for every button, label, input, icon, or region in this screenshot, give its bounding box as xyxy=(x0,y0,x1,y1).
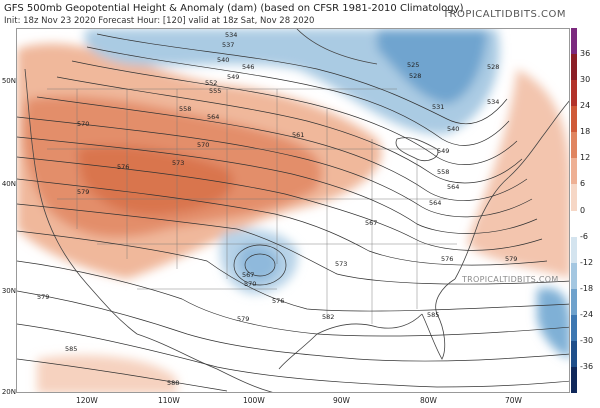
colorbar-tick-label: -36 xyxy=(580,361,594,371)
contour-label: 576 xyxy=(117,163,129,171)
contour-label: 585 xyxy=(427,311,439,319)
florida xyxy=(421,278,456,360)
lat-label-30n: 30N xyxy=(1,287,16,295)
colorbar-segment xyxy=(571,262,577,290)
brand-label: TROPICALTIDBITS.COM xyxy=(442,9,566,20)
contour-label: 549 xyxy=(437,147,449,155)
contour-label: 564 xyxy=(207,113,219,121)
contour-label: 573 xyxy=(335,260,347,268)
lon-label-110w: 110W xyxy=(158,396,180,405)
contour-label: 540 xyxy=(447,125,459,133)
lon-label-80w: 80W xyxy=(420,396,437,405)
colorbar-tick-label: 18 xyxy=(580,127,591,137)
map-subtitle: Init: 18z Nov 23 2020 Forecast Hour: [12… xyxy=(4,16,315,26)
map-title: GFS 500mb Geopotential Height & Anomaly … xyxy=(4,3,464,14)
colorbar-segment xyxy=(571,184,577,211)
contour-label: 534 xyxy=(487,98,499,106)
contour-label: 552 xyxy=(205,79,217,87)
lon-label-100w: 100W xyxy=(243,396,265,405)
lon-label-70w: 70W xyxy=(505,396,522,405)
hudson-bay-edge xyxy=(296,29,378,65)
contour-label: 576 xyxy=(272,297,284,305)
colorbar-tick-label: -30 xyxy=(580,335,594,345)
colorbar-tick-label: 36 xyxy=(580,49,591,59)
contour-label: 540 xyxy=(217,56,229,64)
contour-label: 579 xyxy=(505,255,517,263)
map-watermark: TROPICALTIDBITS.COM xyxy=(462,275,559,284)
contour-label: 564 xyxy=(429,199,441,207)
contour-label: 588 xyxy=(167,379,179,387)
map-svg: 534 537 540 546 549 552 555 558 564 561 … xyxy=(17,29,569,392)
colorbar-segment xyxy=(571,210,577,238)
contour-label: 528 xyxy=(409,72,421,80)
colorbar-tick-label: 0 xyxy=(580,205,586,215)
contour-label: 573 xyxy=(172,159,184,167)
contour-label: 570 xyxy=(197,141,209,149)
colorbar-tick-label: 12 xyxy=(580,153,591,163)
contour-label: 585 xyxy=(65,345,77,353)
contour-label: 576 xyxy=(441,255,453,263)
colorbar-tick-label: -12 xyxy=(580,257,594,267)
contour-label: 561 xyxy=(292,131,304,139)
lat-label-50n: 50N xyxy=(1,77,16,85)
contour-label: 582 xyxy=(322,313,334,321)
contour-label: 528 xyxy=(487,63,499,71)
height-contours xyxy=(17,33,569,392)
colorbar-segment xyxy=(571,366,577,394)
colorbar-tick-label: -6 xyxy=(580,231,588,241)
lat-label-20n: 20N xyxy=(1,388,16,396)
warm-anomaly-southwest xyxy=(37,355,177,392)
colorbar-tick-label: -18 xyxy=(580,283,594,293)
contour-label: 567 xyxy=(242,271,254,279)
west-coast xyxy=(24,68,138,335)
contour-label: 546 xyxy=(242,63,254,71)
contour-label: 564 xyxy=(447,183,459,191)
colorbar-segment xyxy=(571,80,577,107)
lon-label-90w: 90W xyxy=(333,396,350,405)
warm-anomaly-inner xyxy=(77,145,234,215)
contour-label: 570 xyxy=(77,120,89,128)
contour-label: 579 xyxy=(37,293,49,301)
contour-labels: 534 537 540 546 549 552 555 558 564 561 … xyxy=(37,31,517,387)
lat-label-40n: 40N xyxy=(1,180,16,188)
colorbar-segment xyxy=(571,132,577,159)
colorbar-segment xyxy=(571,314,577,342)
colorbar-segment xyxy=(571,340,577,368)
map-panel: 534 537 540 546 549 552 555 558 564 561 … xyxy=(16,28,570,393)
contour-label: 579 xyxy=(237,315,249,323)
colorbar-tick-label: 24 xyxy=(580,101,591,111)
contour-label: 567 xyxy=(365,219,377,227)
colorbar-tick-label: 6 xyxy=(580,179,586,189)
colorbar-segment xyxy=(571,28,577,55)
colorbar-segment xyxy=(571,106,577,133)
contour-label: 558 xyxy=(179,105,191,113)
great-lakes xyxy=(395,137,439,162)
cold-anomaly-north-core xyxy=(377,29,487,104)
colorbar-tick-label: 30 xyxy=(580,75,591,85)
contour-label: 525 xyxy=(407,61,419,69)
contour-label: 549 xyxy=(227,73,239,81)
contour-label: 531 xyxy=(432,103,444,111)
cold-anomaly-atlantic xyxy=(537,288,569,359)
colorbar-segment xyxy=(571,288,577,316)
anomaly-shading xyxy=(17,29,569,392)
colorbar-segment xyxy=(571,158,577,185)
contour-label: 537 xyxy=(222,41,234,49)
east-coast xyxy=(454,100,569,280)
colorbar-segment xyxy=(571,236,577,264)
contour-label: 534 xyxy=(225,31,237,39)
contour-label: 558 xyxy=(437,168,449,176)
warm-anomaly-northeast xyxy=(467,69,569,279)
colorbar-segment xyxy=(571,54,577,81)
contour-label: 555 xyxy=(209,87,221,95)
lon-label-120w: 120W xyxy=(76,396,98,405)
contour-label: 570 xyxy=(244,280,256,288)
contour-label: 579 xyxy=(77,188,89,196)
colorbar-tick-label: -24 xyxy=(580,309,594,319)
mexico-coast xyxy=(136,333,273,392)
anomaly-colorbar xyxy=(571,28,577,394)
